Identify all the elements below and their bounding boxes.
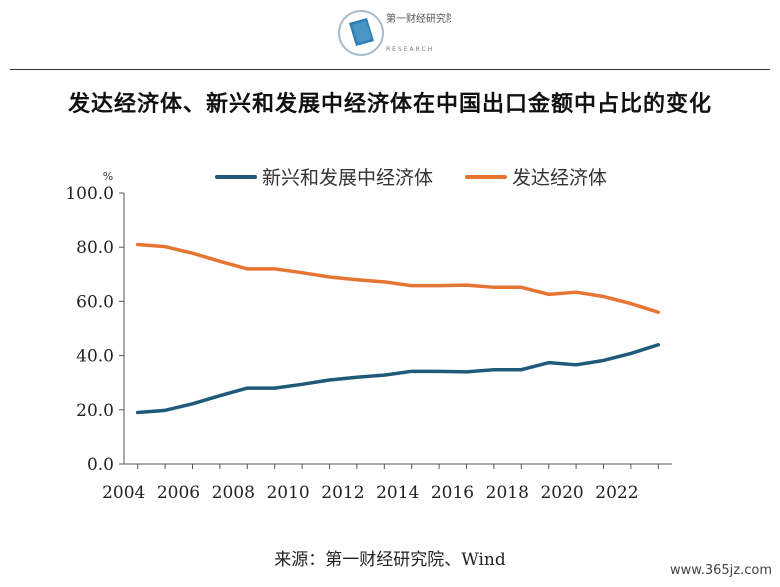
logo-text: 第一财经研究院 [386, 12, 451, 25]
x-tick-label: 2010 [266, 483, 309, 503]
chart-title: 发达经济体、新兴和发展中经济体在中国出口金额中占比的变化 [67, 91, 712, 117]
logo-page [352, 21, 372, 43]
legend-label-2: 发达经济体 [512, 167, 607, 189]
series-line-1 [135, 343, 661, 415]
x-tick-label: 2004 [102, 483, 145, 503]
logo: 第一财经研究院 RESEARCH [336, 8, 456, 58]
x-tick-label: 2008 [212, 483, 255, 503]
y-tick-label: 0.0 [87, 455, 114, 475]
x-tick-label: 2016 [431, 483, 474, 503]
y-tick-label: 100.0 [65, 184, 114, 204]
logo-subtext: RESEARCH [386, 46, 434, 53]
logo-ring [338, 10, 384, 56]
legend-label-1: 新兴和发展中经济体 [262, 167, 433, 189]
x-tick-label: 2014 [376, 483, 419, 503]
x-tick-label: 2006 [157, 483, 200, 503]
x-tick-label: 2022 [595, 483, 638, 503]
x-tick-label: 2012 [321, 483, 364, 503]
series-line-2 [135, 242, 661, 314]
header-divider [10, 69, 770, 70]
y-axis-unit: % [103, 170, 113, 183]
y-tick-label: 20.0 [76, 401, 114, 421]
source-note: 来源：第一财经研究院、Wind [274, 550, 506, 570]
y-tick-label: 60.0 [76, 292, 114, 312]
x-tick-label: 2020 [540, 483, 583, 503]
x-tick-label: 2018 [486, 483, 529, 503]
y-tick-label: 80.0 [76, 238, 114, 258]
y-tick-label: 40.0 [76, 347, 114, 367]
watermark: www.365jz.com [670, 563, 772, 578]
